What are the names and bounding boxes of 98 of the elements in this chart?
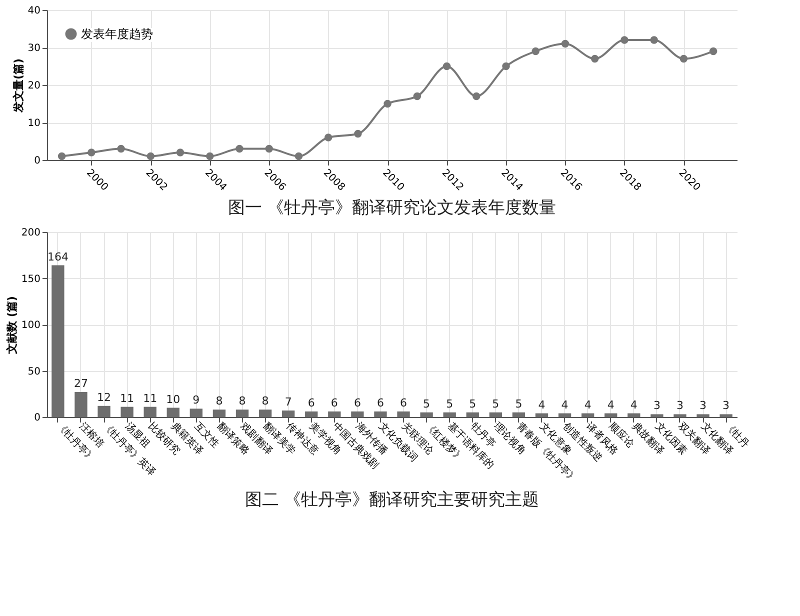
point	[442, 62, 451, 70]
bar	[558, 413, 572, 417]
data-label: 5	[469, 397, 476, 410]
data-label: 6	[376, 396, 384, 410]
data-label: 4	[538, 398, 546, 412]
point	[324, 134, 332, 142]
y-tick-label: 0	[34, 156, 40, 166]
bar	[166, 408, 180, 417]
y-tick-label: 150	[21, 274, 40, 285]
bar	[236, 410, 249, 417]
point	[354, 130, 362, 138]
text: 图一 《牡丹亭》翻译研究论文发表年度数量	[228, 198, 556, 218]
data-label: 27	[74, 377, 88, 390]
point	[206, 152, 214, 160]
data-label: 4	[561, 398, 568, 412]
data-label: 5	[515, 397, 522, 410]
y-tick-label: 40	[28, 6, 40, 16]
data-label: 3	[700, 399, 707, 412]
data-label: 4	[630, 398, 638, 412]
y-tick-label: 10	[28, 118, 40, 129]
data-label: 4	[607, 398, 614, 412]
point	[384, 100, 392, 108]
point	[620, 36, 628, 44]
bar	[52, 265, 64, 417]
data-label: 9	[192, 394, 200, 407]
point	[709, 47, 718, 56]
bar	[489, 412, 502, 417]
point	[502, 62, 510, 70]
data-label: 3	[722, 399, 730, 412]
y-axis-title: 发文量(篇)	[12, 58, 25, 114]
bar	[466, 412, 479, 417]
data-label: 6	[330, 396, 338, 410]
point	[680, 54, 688, 63]
point	[532, 47, 540, 56]
y-tick-label: 50	[28, 366, 40, 378]
point	[472, 92, 480, 100]
bar	[443, 412, 456, 417]
bar	[144, 406, 156, 417]
bar	[604, 413, 618, 417]
bar	[512, 412, 526, 417]
y-tick-label: 0	[34, 412, 40, 424]
y-tick-label: 100	[21, 320, 40, 331]
bar	[535, 413, 548, 417]
bar	[397, 411, 410, 417]
data-label: 12	[97, 390, 112, 404]
data-label: 10	[166, 392, 180, 406]
bar	[628, 413, 640, 417]
data-label: 8	[262, 394, 269, 408]
point	[265, 144, 273, 153]
data-label: 5	[492, 397, 500, 410]
point	[294, 152, 303, 160]
data-label: 6	[400, 396, 408, 410]
bar	[420, 412, 433, 417]
point	[590, 54, 599, 63]
bar	[74, 392, 88, 417]
bar	[581, 413, 594, 417]
point	[88, 148, 96, 156]
data-label: 4	[584, 398, 592, 412]
data-label: 7	[284, 396, 292, 409]
data-label: 11	[120, 392, 134, 405]
bar	[120, 406, 134, 417]
bar	[351, 411, 364, 417]
bar	[650, 414, 664, 417]
point	[413, 92, 422, 100]
bar	[212, 410, 226, 417]
bar	[374, 411, 387, 417]
data-label: 164	[47, 250, 68, 264]
data-label: 11	[143, 392, 158, 405]
point	[117, 144, 125, 153]
y-tick-label: 200	[21, 228, 40, 238]
bar	[696, 414, 710, 417]
bar	[305, 411, 318, 417]
point	[176, 148, 184, 156]
point	[146, 152, 155, 160]
point	[58, 152, 66, 160]
data-label: 6	[308, 396, 315, 410]
bar	[98, 406, 110, 417]
data-label: 8	[238, 394, 246, 408]
point	[561, 40, 570, 48]
data-label: 8	[216, 394, 223, 408]
y-tick-label: 30	[28, 43, 40, 54]
bar	[258, 410, 272, 417]
bar	[190, 408, 203, 417]
y-tick-label: 20	[28, 80, 40, 92]
bar	[328, 411, 341, 417]
data-label: 5	[423, 397, 430, 410]
text: 图二 《牡丹亭》翻译研究主要研究主题	[244, 490, 540, 510]
data-label: 3	[653, 399, 660, 412]
point	[236, 144, 244, 153]
bar	[282, 410, 295, 417]
data-label: 6	[354, 396, 361, 410]
y-axis-title: 文献数 (篇)	[5, 296, 18, 355]
data-label: 3	[676, 399, 684, 412]
bar	[720, 414, 732, 417]
legend-label: 发表年度趋势	[81, 27, 153, 41]
data-label: 5	[446, 397, 454, 410]
bar	[674, 414, 686, 417]
point	[650, 36, 658, 44]
